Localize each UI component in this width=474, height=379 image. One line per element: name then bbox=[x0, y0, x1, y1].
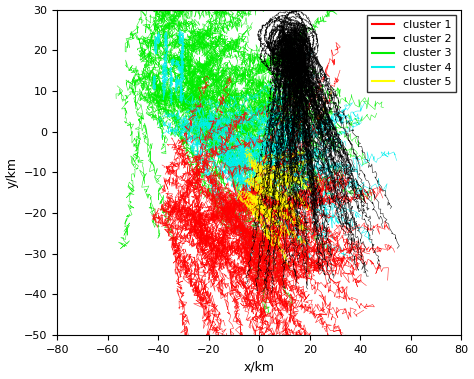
cluster 3 bbox=[206, 119, 211, 124]
cluster 3 bbox=[211, 119, 217, 124]
cluster 4 bbox=[195, 141, 201, 145]
cluster 1 bbox=[264, 183, 269, 188]
cluster 5 bbox=[283, 233, 288, 238]
cluster 1 bbox=[229, 197, 235, 202]
cluster 4 bbox=[255, 213, 260, 217]
Line: cluster 2: cluster 2 bbox=[263, 40, 287, 206]
X-axis label: x/km: x/km bbox=[244, 360, 275, 373]
cluster 3 bbox=[245, 130, 250, 135]
cluster 5 bbox=[283, 235, 288, 240]
Line: cluster 3: cluster 3 bbox=[204, 115, 317, 161]
cluster 1 bbox=[264, 180, 269, 184]
cluster 2 bbox=[270, 142, 275, 147]
cluster 4 bbox=[210, 165, 216, 169]
cluster 4 bbox=[231, 174, 237, 179]
cluster 3 bbox=[202, 116, 208, 121]
cluster 2 bbox=[277, 76, 283, 81]
cluster 5 bbox=[249, 191, 255, 196]
cluster 3 bbox=[301, 147, 307, 152]
Line: cluster 1: cluster 1 bbox=[232, 177, 272, 206]
cluster 4 bbox=[258, 212, 264, 216]
cluster 1 bbox=[242, 195, 248, 199]
cluster 3 bbox=[308, 156, 313, 160]
cluster 2 bbox=[267, 151, 273, 155]
Line: cluster 4: cluster 4 bbox=[193, 138, 261, 215]
cluster 3 bbox=[201, 113, 207, 117]
cluster 5 bbox=[265, 215, 271, 220]
cluster 5 bbox=[277, 227, 283, 232]
cluster 4 bbox=[190, 141, 196, 146]
cluster 5 bbox=[246, 194, 252, 199]
cluster 4 bbox=[220, 172, 226, 176]
cluster 2 bbox=[281, 52, 286, 56]
cluster 4 bbox=[201, 144, 207, 149]
cluster 3 bbox=[313, 158, 319, 163]
Y-axis label: y/km: y/km bbox=[6, 157, 18, 188]
cluster 2 bbox=[273, 108, 278, 113]
cluster 4 bbox=[191, 136, 197, 141]
cluster 1 bbox=[269, 188, 274, 192]
Line: cluster 5: cluster 5 bbox=[249, 194, 285, 238]
cluster 1 bbox=[255, 189, 261, 193]
cluster 1 bbox=[235, 204, 240, 208]
cluster 3 bbox=[297, 146, 303, 150]
cluster 1 bbox=[263, 182, 268, 186]
Legend: cluster 1, cluster 2, cluster 3, cluster 4, cluster 5: cluster 1, cluster 2, cluster 3, cluster… bbox=[367, 15, 456, 92]
cluster 5 bbox=[256, 204, 262, 208]
cluster 1 bbox=[262, 176, 267, 181]
cluster 5 bbox=[280, 228, 285, 232]
cluster 2 bbox=[263, 194, 268, 199]
cluster 5 bbox=[260, 206, 265, 211]
cluster 2 bbox=[283, 38, 289, 42]
cluster 2 bbox=[261, 204, 267, 208]
cluster 2 bbox=[261, 204, 266, 208]
cluster 5 bbox=[280, 229, 285, 233]
cluster 4 bbox=[207, 157, 212, 162]
cluster 1 bbox=[267, 175, 273, 179]
